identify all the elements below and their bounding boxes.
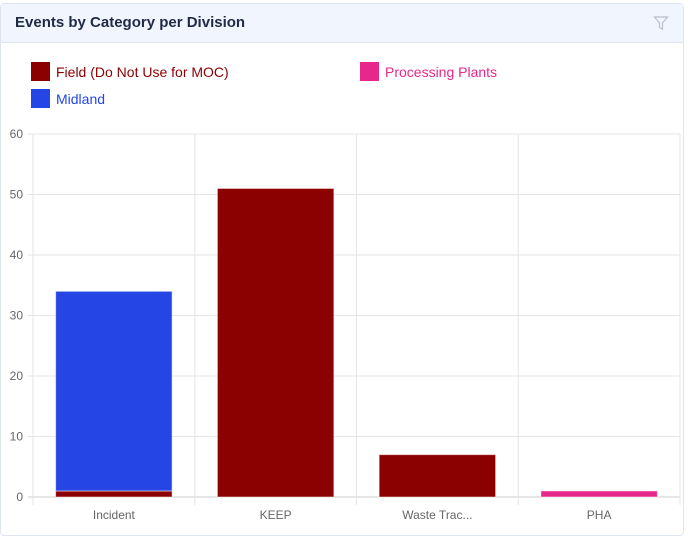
filter-icon[interactable]	[653, 15, 669, 36]
chart-card: Events by Category per Division	[0, 3, 684, 536]
legend-processing-plants[interactable]: Processing Plants	[360, 62, 497, 81]
bar	[540, 490, 658, 498]
x-tick-label: Incident	[93, 508, 136, 522]
y-tick-label: 50	[10, 188, 24, 202]
y-tick-label: 10	[10, 430, 24, 444]
bar	[55, 490, 173, 498]
bar	[55, 290, 173, 492]
bar	[216, 187, 335, 498]
y-tick-label: 60	[10, 127, 24, 141]
y-tick-label: 0	[16, 490, 23, 504]
x-tick-label: Waste Trac...	[402, 508, 472, 522]
legend-label: Midland	[56, 90, 106, 107]
legend-midland[interactable]: Midland	[31, 89, 105, 108]
bar	[378, 454, 497, 498]
x-tick-label: PHA	[587, 508, 612, 522]
legend-swatch	[360, 62, 379, 81]
legend-swatch	[31, 62, 50, 81]
legend-swatch	[31, 89, 50, 108]
y-tick-label: 40	[10, 248, 24, 262]
legend-label: Processing Plants	[385, 63, 498, 80]
chart-title: Events by Category per Division	[15, 14, 246, 31]
legend-field[interactable]: Field (Do Not Use for MOC)	[31, 62, 229, 81]
x-tick-label: KEEP	[260, 508, 292, 522]
card-header: Events by Category per Division	[1, 4, 683, 43]
y-tick-label: 30	[10, 309, 24, 323]
y-tick-label: 20	[10, 369, 24, 383]
legend-label: Field (Do Not Use for MOC)	[56, 63, 229, 80]
